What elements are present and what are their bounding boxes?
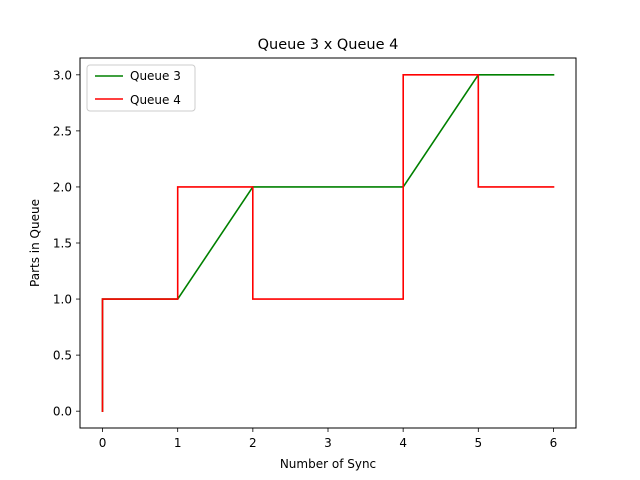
x-tick-label: 4 (399, 436, 407, 450)
legend-label-queue-3: Queue 3 (130, 69, 181, 83)
legend-label-queue-4: Queue 4 (130, 93, 181, 107)
y-tick-label: 0.5 (53, 349, 72, 363)
x-axis-label: Number of Sync (280, 457, 376, 471)
y-axis-ticks: 0.0 0.5 1.0 1.5 2.0 2.5 3.0 (53, 68, 80, 419)
x-axis-ticks: 0 1 2 3 4 5 6 (99, 428, 558, 450)
series-line-queue-4 (101, 74, 555, 413)
y-tick-label: 1.0 (53, 293, 72, 307)
x-tick-label: 6 (550, 436, 558, 450)
y-tick-label: 2.5 (53, 124, 72, 138)
y-tick-label: 1.5 (53, 237, 72, 251)
series-layer (101, 74, 555, 413)
y-tick-label: 3.0 (53, 68, 72, 82)
x-tick-label: 1 (174, 436, 182, 450)
x-tick-label: 0 (99, 436, 107, 450)
y-axis-label: Parts in Queue (28, 199, 42, 287)
y-tick-label: 0.0 (53, 405, 72, 419)
y-tick-label: 2.0 (53, 180, 72, 194)
x-tick-label: 5 (474, 436, 482, 450)
chart-title: Queue 3 x Queue 4 (258, 37, 399, 53)
x-tick-label: 2 (249, 436, 257, 450)
x-tick-label: 3 (324, 436, 332, 450)
legend: Queue 3 Queue 4 (86, 64, 196, 112)
